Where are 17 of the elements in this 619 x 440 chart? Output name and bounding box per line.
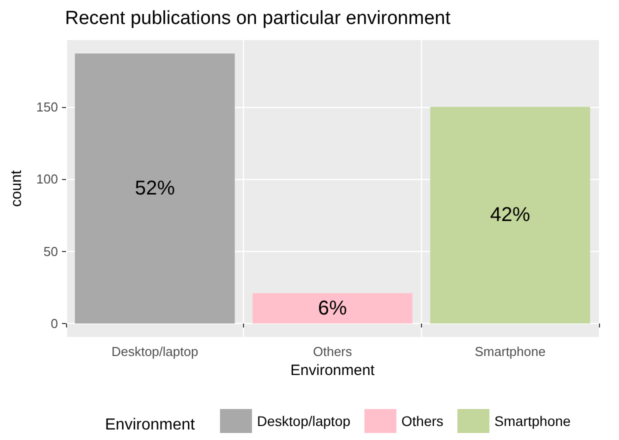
y-tick-label: 100 [36,172,58,187]
x-tick-label: Desktop/laptop [111,344,198,359]
legend-label: Smartphone [494,413,571,429]
annotation: 52% [134,178,176,200]
x-tick-label: Others [312,344,353,359]
y-tick-label: 150 [36,99,58,114]
x-tick-label: Smartphone [474,344,546,359]
chart-title: Recent publications on particular environment [65,8,452,29]
legend-label: Others [401,413,444,429]
annotation: 42% [490,204,530,226]
y-tick-label: 0 [50,316,58,331]
annotation: 6% [318,297,348,320]
x-axis-title: Environment [290,362,376,379]
y-axis-title: count [8,169,25,207]
legend-title: Environment [105,416,196,434]
legend-label: Desktop/laptop [257,413,351,429]
y-tick-label: 50 [44,244,58,259]
